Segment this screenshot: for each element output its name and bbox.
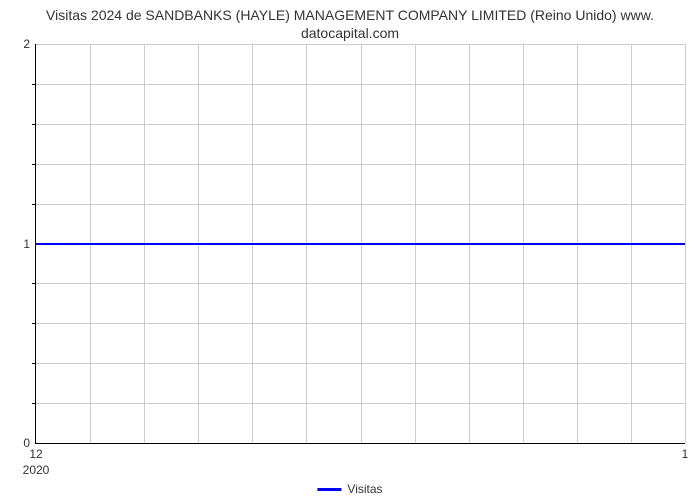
y-tick-1: 1 — [23, 237, 36, 251]
y-minor-tick — [32, 403, 36, 404]
title-line-1: Visitas 2024 de SANDBANKS (HAYLE) MANAGE… — [46, 7, 654, 23]
chart-container: Visitas 2024 de SANDBANKS (HAYLE) MANAGE… — [0, 0, 700, 500]
y-minor-tick — [32, 204, 36, 205]
y-tick-2: 2 — [23, 37, 36, 51]
y-minor-tick — [32, 84, 36, 85]
title-line-2: datocapital.com — [301, 25, 399, 41]
y-minor-tick — [32, 363, 36, 364]
plot-area: 2 1 0 12 1 2020 — [35, 44, 685, 444]
series-line — [36, 243, 685, 245]
grid-v — [685, 44, 686, 443]
y-minor-tick — [32, 164, 36, 165]
legend-swatch — [317, 488, 341, 491]
legend: Visitas — [317, 482, 382, 496]
chart-title: Visitas 2024 de SANDBANKS (HAYLE) MANAGE… — [0, 0, 700, 42]
x-year-label: 2020 — [23, 443, 50, 477]
legend-label: Visitas — [347, 482, 382, 496]
y-minor-tick — [32, 283, 36, 284]
y-minor-tick — [32, 124, 36, 125]
y-minor-tick — [32, 323, 36, 324]
x-tick-right: 1 — [682, 443, 689, 461]
